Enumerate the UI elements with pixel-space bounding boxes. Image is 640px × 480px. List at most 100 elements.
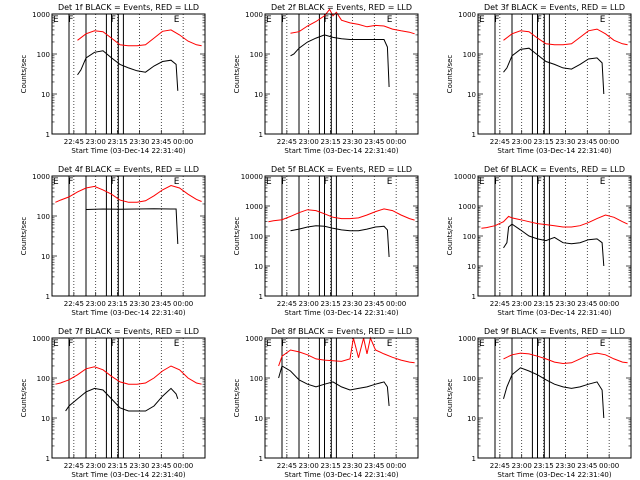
events-series-line [503, 47, 605, 95]
lld-series-line [503, 352, 628, 365]
x-tick-label: 23:30 [129, 138, 149, 146]
x-tick-label: 22:45 [64, 300, 84, 308]
x-tick-label: 23:30 [555, 462, 575, 470]
x-axis-label: Start Time (03-Dec-14 22:31:40) [71, 309, 185, 317]
flag-letter: E [266, 15, 272, 25]
y-tick-label: 10 [41, 253, 50, 261]
x-axis-label: Start Time (03-Dec-14 22:31:40) [497, 309, 611, 317]
flag-letter: F [324, 339, 329, 349]
flag-letter: E [387, 177, 393, 187]
y-tick-label: 1 [46, 293, 50, 301]
panel-title: Det 3f BLACK = Events, RED = LLD [484, 3, 625, 12]
x-tick-label: 23:30 [342, 138, 362, 146]
x-tick-label: 23:00 [86, 300, 106, 308]
x-tick-label: 22:45 [277, 462, 297, 470]
flag-letter: F [281, 177, 286, 187]
x-tick-label: 23:15 [320, 462, 340, 470]
panel-title: Det 4f BLACK = Events, RED = LLD [58, 165, 199, 174]
x-tick-label: 22:45 [277, 138, 297, 146]
x-tick-label: 23:45 [364, 138, 384, 146]
x-tick-label: 23:30 [342, 462, 362, 470]
flag-letter: F [111, 15, 116, 25]
plot-frame [264, 175, 419, 297]
x-tick-label: 22:45 [490, 462, 510, 470]
panel-title: Det 7f BLACK = Events, RED = LLD [58, 327, 199, 336]
x-tick-label: 23:45 [151, 138, 171, 146]
flag-letter: E [387, 15, 393, 25]
x-tick-label: 23:30 [129, 300, 149, 308]
flag-letter: E [174, 177, 180, 187]
y-tick-label: 1 [259, 131, 263, 139]
y-tick-label: 10 [41, 91, 50, 99]
y-axis-label: Counts/sec [233, 217, 241, 256]
y-axis-label: Counts/sec [20, 217, 28, 256]
y-tick-label: 1000 [458, 11, 476, 19]
x-axis-label: Start Time (03-Dec-14 22:31:40) [284, 309, 398, 317]
lld-series-line [503, 28, 628, 46]
panel-8: Det 8f BLACK = Events, RED = LLD 22:45 23:… [233, 327, 419, 479]
y-tick-label: 1 [472, 131, 476, 139]
x-axis-label: Start Time (03-Dec-14 22:31:40) [71, 147, 185, 155]
x-tick-label: 00:00 [173, 300, 193, 308]
y-tick-label: 100 [37, 375, 50, 383]
x-tick-label: 22:45 [64, 138, 84, 146]
y-tick-label: 1 [46, 131, 50, 139]
lld-series-line [481, 214, 628, 229]
events-series-line [290, 34, 390, 88]
x-tick-label: 23:15 [533, 300, 553, 308]
flag-letter: F [324, 15, 329, 25]
x-tick-label: 23:00 [512, 462, 532, 470]
x-tick-label: 23:15 [533, 138, 553, 146]
flag-letter: E [479, 339, 485, 349]
y-tick-label: 100 [250, 233, 263, 241]
x-axis-label: Start Time (03-Dec-14 22:31:40) [284, 147, 398, 155]
panel-7: Det 7f BLACK = Events, RED = LLD 22:45 23:… [20, 327, 206, 479]
panel-title: Det 8f BLACK = Events, RED = LLD [271, 327, 412, 336]
x-tick-label: 22:45 [490, 138, 510, 146]
x-tick-label: 23:45 [577, 300, 597, 308]
flag-letter: F [68, 177, 73, 187]
events-series-line [85, 208, 179, 245]
events-series-line [65, 387, 179, 412]
x-axis-label: Start Time (03-Dec-14 22:31:40) [71, 471, 185, 479]
x-tick-label: 22:45 [277, 300, 297, 308]
x-tick-label: 23:15 [107, 300, 127, 308]
y-tick-label: 10 [254, 91, 263, 99]
flag-letter: F [537, 177, 542, 187]
flag-letter: E [479, 177, 485, 187]
x-tick-label: 00:00 [173, 462, 193, 470]
flag-letter: F [324, 177, 329, 187]
x-axis-label: Start Time (03-Dec-14 22:31:40) [497, 147, 611, 155]
flag-letter: F [494, 15, 499, 25]
plot-frame [264, 337, 419, 459]
x-axis-label: Start Time (03-Dec-14 22:31:40) [284, 471, 398, 479]
y-tick-label: 100 [463, 375, 476, 383]
x-tick-label: 23:15 [107, 462, 127, 470]
y-tick-label: 10 [467, 91, 476, 99]
y-axis-label: Counts/sec [446, 379, 454, 418]
y-axis-label: Counts/sec [446, 217, 454, 256]
y-tick-label: 1000 [245, 11, 263, 19]
flag-letter: E [600, 177, 606, 187]
x-tick-label: 23:15 [533, 462, 553, 470]
lld-series-line [290, 8, 415, 35]
flag-letter: F [281, 339, 286, 349]
x-tick-label: 22:45 [64, 462, 84, 470]
panel-title: Det 6f BLACK = Events, RED = LLD [484, 165, 625, 174]
y-tick-label: 100 [37, 51, 50, 59]
plot-frame [477, 175, 632, 297]
y-tick-label: 1 [259, 455, 263, 463]
y-tick-label: 1000 [458, 335, 476, 343]
flag-letter: F [111, 177, 116, 187]
x-tick-label: 23:15 [320, 300, 340, 308]
y-tick-label: 1 [472, 455, 476, 463]
x-tick-label: 00:00 [386, 138, 406, 146]
flag-letter: F [537, 339, 542, 349]
y-tick-label: 1 [472, 293, 476, 301]
lld-series-line [268, 208, 415, 223]
